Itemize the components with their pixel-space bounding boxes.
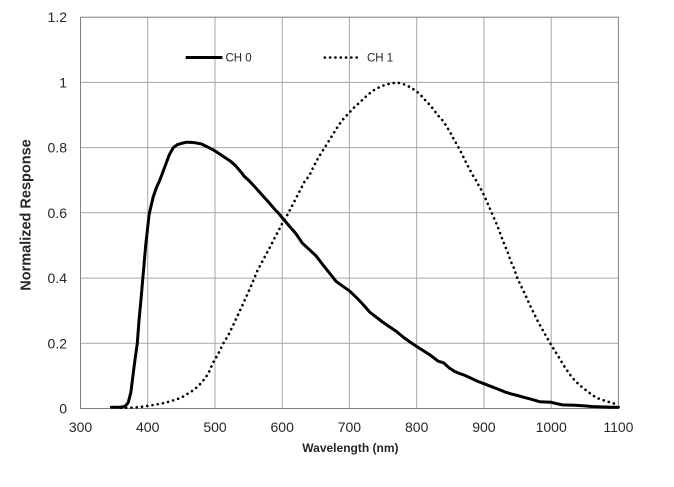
svg-text:1100: 1100 xyxy=(603,419,633,435)
svg-text:1: 1 xyxy=(59,74,67,90)
svg-text:0.8: 0.8 xyxy=(48,140,68,156)
svg-text:900: 900 xyxy=(472,419,496,435)
svg-text:1.2: 1.2 xyxy=(48,9,68,25)
svg-text:800: 800 xyxy=(405,419,429,435)
svg-text:1000: 1000 xyxy=(536,419,567,435)
svg-text:500: 500 xyxy=(203,419,227,435)
svg-text:0.4: 0.4 xyxy=(48,270,68,286)
svg-text:600: 600 xyxy=(271,419,295,435)
svg-text:Normalized Response: Normalized Response xyxy=(19,139,35,291)
svg-text:700: 700 xyxy=(338,419,362,435)
svg-text:300: 300 xyxy=(69,419,93,435)
svg-text:400: 400 xyxy=(136,419,160,435)
svg-text:CH 0: CH 0 xyxy=(226,52,252,64)
svg-text:CH 1: CH 1 xyxy=(367,52,393,64)
svg-text:0: 0 xyxy=(59,401,67,417)
svg-text:0.2: 0.2 xyxy=(48,335,68,351)
svg-text:0.6: 0.6 xyxy=(48,205,68,221)
svg-text:Wavelength (nm): Wavelength (nm) xyxy=(302,441,398,455)
